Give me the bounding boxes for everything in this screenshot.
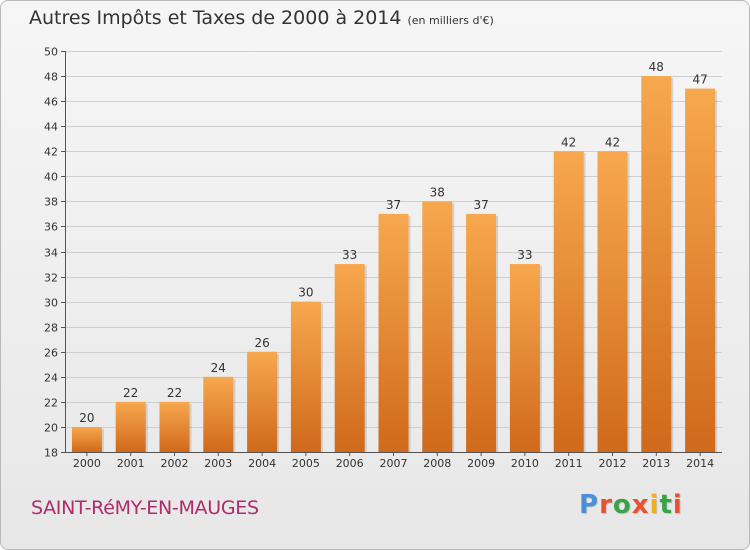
bar (597, 151, 628, 452)
y-tick-label: 20 (44, 422, 58, 435)
chart-title-unit: (en milliers d'€) (407, 14, 494, 27)
bar (509, 264, 540, 452)
axes (61, 51, 722, 456)
y-tick-label: 36 (44, 221, 58, 234)
x-tick-label: 2014 (686, 457, 714, 470)
data-labels: 20 22 22 24 26 30 33 37 38 37 33 42 42 48 47 (79, 60, 707, 425)
data-label: 33 (517, 248, 532, 262)
x-tick-label: 2001 (117, 457, 145, 470)
bar (203, 376, 234, 452)
bar (685, 88, 716, 452)
bar (378, 213, 409, 452)
y-tick-label: 24 (44, 372, 58, 385)
x-tick-label: 2011 (555, 457, 583, 470)
bar (159, 401, 190, 452)
bar (334, 264, 365, 452)
logo-letter: x (631, 490, 650, 520)
bar (71, 426, 102, 452)
place-name: SAINT-RéMY-EN-MAUGES (31, 497, 259, 519)
y-tick-label: 42 (44, 146, 58, 159)
y-tick-label: 26 (44, 347, 58, 360)
x-tick-label: 2004 (248, 457, 276, 470)
x-tick-label: 2010 (511, 457, 539, 470)
bar (466, 213, 497, 452)
x-tick-labels: 2000 2001 2002 2003 2004 2005 2006 2007 2008 2009… (73, 457, 714, 470)
logo-letter: t (659, 490, 673, 520)
data-label: 42 (605, 135, 620, 149)
chart-title-main: Autres Impôts et Taxes de 2000 à 2014 (29, 7, 402, 29)
x-tick-label: 2000 (73, 457, 101, 470)
x-tick-label: 2002 (161, 457, 189, 470)
data-label: 22 (167, 386, 182, 400)
y-tick-label: 50 (44, 46, 58, 59)
logo-letter: o (612, 490, 632, 520)
data-label: 33 (342, 248, 357, 262)
bar (422, 201, 453, 452)
logo-letter: P (579, 490, 600, 520)
bar (115, 401, 146, 452)
y-tick-label: 22 (44, 397, 58, 410)
y-tick-label: 46 (44, 96, 58, 109)
y-tick-label: 18 (44, 447, 58, 460)
y-tick-label: 32 (44, 272, 58, 285)
bar (641, 76, 672, 452)
y-tick-label: 28 (44, 322, 58, 335)
y-tick-label: 40 (44, 171, 58, 184)
data-label: 47 (692, 73, 707, 87)
bar (290, 301, 321, 452)
data-label: 38 (430, 185, 445, 199)
y-tick-label: 30 (44, 297, 58, 310)
bar (247, 351, 278, 452)
y-tick-label: 44 (44, 121, 58, 134)
bars (71, 76, 718, 452)
x-tick-label: 2007 (380, 457, 408, 470)
x-tick-label: 2012 (599, 457, 627, 470)
x-tick-label: 2013 (642, 457, 670, 470)
x-tick-label: 2003 (204, 457, 232, 470)
bar (553, 151, 584, 452)
data-label: 30 (298, 286, 313, 300)
x-tick-label: 2009 (467, 457, 495, 470)
data-label: 37 (473, 198, 488, 212)
data-label: 48 (649, 60, 664, 74)
x-tick-label: 2006 (336, 457, 364, 470)
y-tick-label: 48 (44, 71, 58, 84)
y-tick-label: 34 (44, 247, 58, 260)
logo-letter: i (672, 490, 683, 520)
proxiti-logo[interactable]: Proxiti (579, 490, 683, 520)
x-tick-label: 2005 (292, 457, 320, 470)
data-label: 22 (123, 386, 138, 400)
data-label: 42 (561, 135, 576, 149)
data-label: 37 (386, 198, 401, 212)
data-label: 24 (211, 361, 226, 375)
y-tick-label: 38 (44, 196, 58, 209)
y-tick-labels: 18 20 22 24 26 28 30 32 34 36 38 40 42 44 46 48 50 (44, 46, 58, 460)
data-label: 20 (79, 411, 94, 425)
logo-letter: r (599, 490, 613, 520)
data-label: 26 (254, 336, 269, 350)
x-tick-label: 2008 (423, 457, 451, 470)
logo-letter: i (649, 490, 660, 520)
chart-title: Autres Impôts et Taxes de 2000 à 2014 (en… (29, 7, 494, 29)
